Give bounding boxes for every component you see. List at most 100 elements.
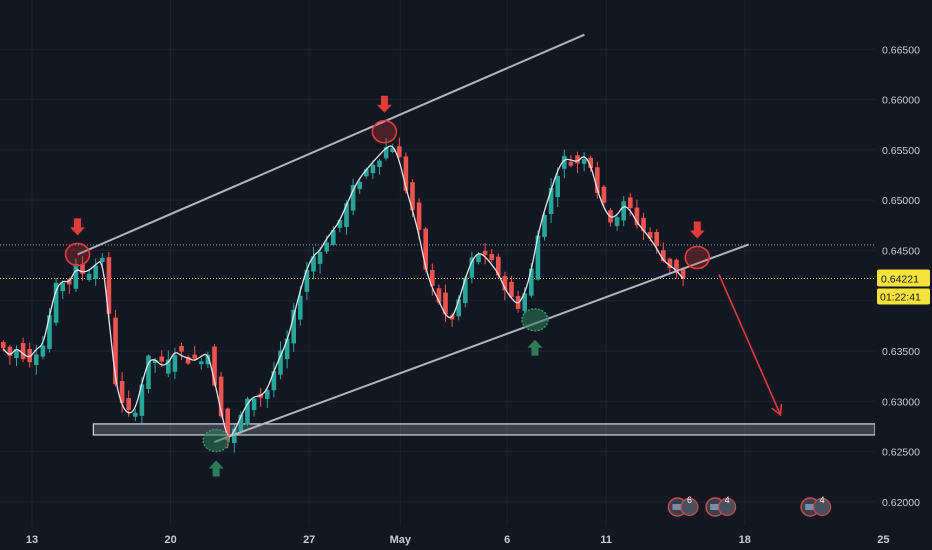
price-tick-label: 0.65000 [882, 195, 920, 207]
event-count-label: 4 [725, 495, 730, 505]
sell-signal-circle [64, 242, 91, 267]
candle-bullish [581, 159, 587, 164]
candle-bearish [489, 254, 494, 261]
sell-arrow-icon [376, 95, 392, 113]
price-tick-label: 0.64500 [882, 245, 920, 257]
channel-lower-line[interactable] [213, 243, 750, 443]
candle-bearish [647, 232, 653, 239]
candle-bullish [377, 160, 382, 167]
moving-average-path [2, 145, 684, 438]
candle-bearish [1, 342, 6, 349]
signal-markers [64, 95, 711, 477]
channel-upper-line[interactable] [77, 33, 585, 256]
candle-bearish [212, 346, 217, 386]
candle-bearish [436, 288, 442, 303]
candle-bullish [350, 185, 356, 211]
drawing-overlays[interactable] [77, 33, 783, 443]
candle-bullish [304, 269, 310, 292]
candle-bullish [47, 315, 52, 349]
candle-bearish [601, 186, 607, 203]
candle-bullish [542, 215, 547, 237]
candle-bearish [674, 259, 679, 273]
candle-bullish [172, 355, 178, 372]
countdown-label: 01:22:41 [880, 291, 921, 303]
candle-bullish [232, 428, 237, 444]
time-axis[interactable]: 13 20 27 May 6 11 18 25 [0, 526, 932, 550]
candle-bearish [634, 207, 640, 226]
candle-bullish [529, 268, 534, 296]
candle-bearish [113, 317, 118, 385]
candle-bearish [20, 343, 26, 360]
candle-bullish [86, 273, 92, 280]
candle-bearish [119, 380, 125, 404]
candle-bullish [370, 164, 376, 174]
candle-bullish [317, 251, 323, 264]
projection-arrow-line[interactable] [718, 274, 782, 416]
candle-bullish [291, 309, 296, 344]
event-badges[interactable]: 6 4 4 [667, 495, 832, 517]
candle-bearish [502, 275, 508, 291]
buy-signal-circle [202, 428, 230, 453]
event-count-label: 6 [687, 495, 692, 505]
candle-bearish [680, 268, 686, 278]
candle-bullish [245, 398, 250, 425]
candle-bullish [14, 349, 19, 358]
date-tick-label: 18 [739, 534, 751, 546]
candle-bearish [185, 357, 191, 364]
sell-signal-circle [684, 245, 711, 270]
flag-icon-stripe [710, 504, 721, 510]
price-tag-box [877, 269, 930, 287]
event-count-bubble [717, 497, 737, 517]
flag-icon-stripe [805, 504, 816, 510]
event-badge[interactable]: 4 [705, 495, 737, 517]
current-price-tag: 0.64221 01:22:41 [877, 269, 930, 305]
price-tick-label: 0.66500 [882, 44, 920, 56]
candle-bearish [654, 231, 659, 247]
candle-bearish [449, 315, 455, 320]
candle-bullish [337, 220, 343, 228]
candle-bullish [522, 293, 527, 311]
candle-bullish [146, 355, 151, 390]
candle-bearish [588, 157, 593, 168]
candle-bullish [614, 217, 620, 226]
candle-bearish [443, 292, 448, 315]
candle-bullish [298, 295, 303, 320]
candle-bearish [595, 167, 600, 194]
candle-bearish [27, 348, 32, 363]
candle-bullish [469, 257, 475, 278]
candle-bearish [482, 250, 488, 255]
candle-bearish [423, 228, 428, 270]
candle-bearish [179, 346, 184, 352]
candle-bullish [278, 350, 283, 375]
date-tick-label: 27 [303, 534, 315, 546]
candle-bearish [192, 354, 197, 359]
candle-bearish [403, 156, 409, 191]
event-badge[interactable]: 4 [800, 495, 832, 517]
event-badge[interactable]: 6 [667, 495, 699, 517]
buy-arrow-icon [527, 339, 543, 356]
candle-bullish [463, 277, 468, 304]
date-tick-label: May [390, 534, 412, 546]
candle-bullish [562, 155, 567, 169]
candle-bearish [7, 346, 13, 356]
candle-bearish [397, 146, 402, 158]
candle-bearish [509, 281, 514, 298]
date-tick-label: 20 [164, 534, 176, 546]
sell-arrow-icon [689, 221, 705, 239]
sell-arrow-icon [70, 218, 86, 236]
candle-bullish [344, 203, 349, 228]
candle-bullish [205, 354, 211, 365]
price-tick-label: 0.62000 [882, 497, 920, 509]
candle-bearish [641, 217, 646, 232]
candle-bullish [93, 265, 98, 280]
candle-bullish [456, 299, 461, 317]
price-tick-label: 0.66000 [882, 95, 920, 107]
candle-bearish [496, 256, 501, 276]
price-tick-label: 0.63500 [882, 346, 920, 358]
candle-bullish [139, 384, 145, 416]
candle-bearish [218, 376, 224, 417]
candle-bullish [40, 345, 46, 357]
candle-bullish [535, 235, 541, 280]
candle-bullish [152, 359, 158, 364]
